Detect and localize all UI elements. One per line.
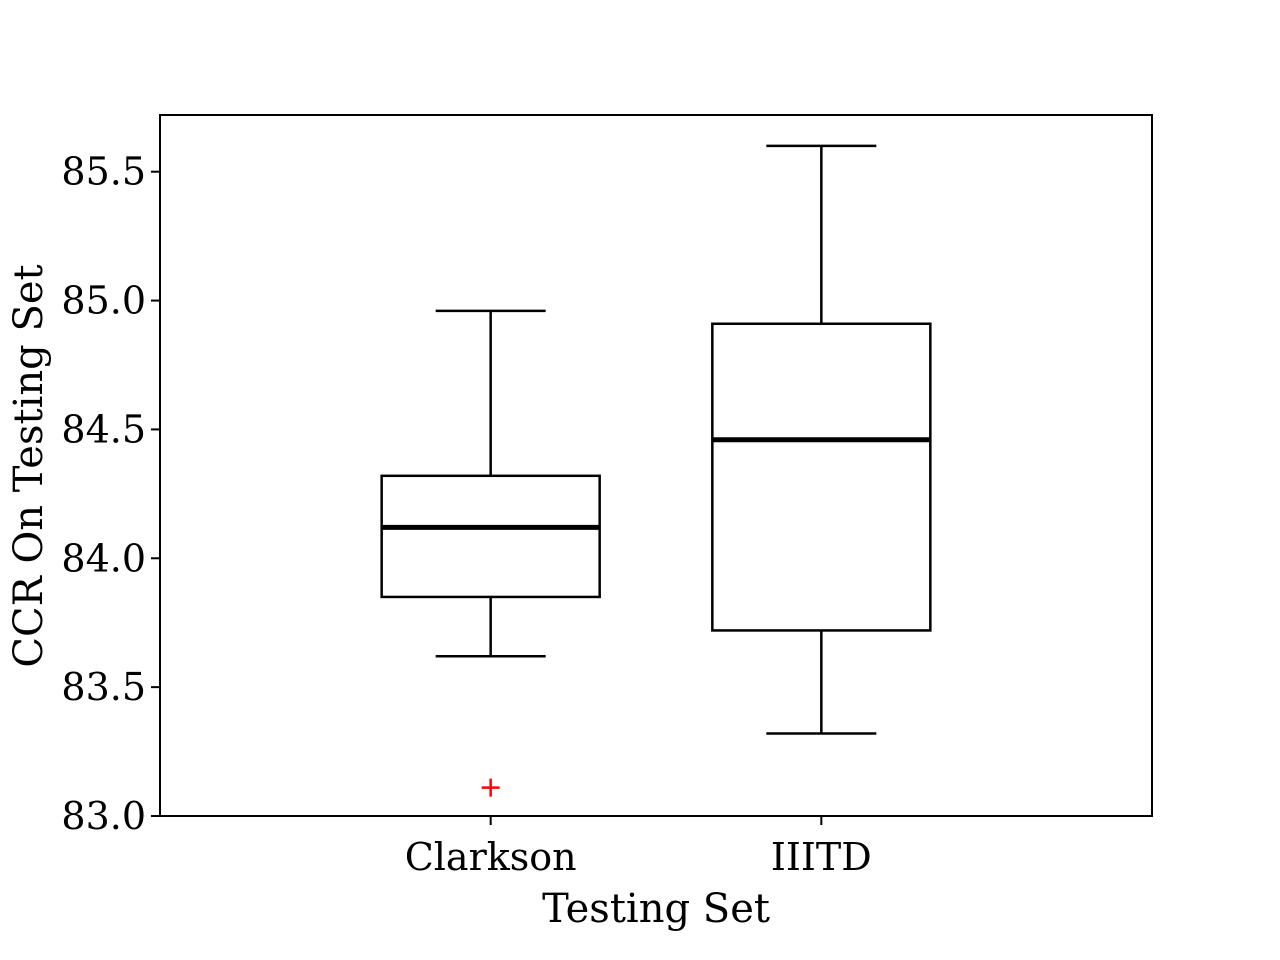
y-tick-label-2: 84.0	[61, 536, 146, 580]
y-tick-label-1: 83.5	[61, 665, 146, 709]
y-tick-label-0: 83.0	[61, 794, 146, 838]
plot-frame	[159, 114, 1153, 817]
x-axis-label: Testing Set	[542, 886, 770, 932]
x-tick-label-0: Clarkson	[405, 835, 577, 879]
y-tick-label-5: 85.5	[61, 150, 146, 194]
box-iiitd	[711, 322, 932, 632]
y-axis-label: CCR On Testing Set	[6, 264, 52, 667]
x-tick-label-1: IIITD	[771, 835, 872, 879]
y-tick-label-4: 85.0	[61, 279, 146, 323]
y-tick-label-3: 84.5	[61, 407, 146, 451]
box-clarkson	[380, 474, 601, 599]
outlier-clarkson-0	[481, 778, 500, 797]
plot-layer: 83.0 83.5 84.0 84.5 85.0 85.5 Clarkson IIITD	[61, 144, 932, 879]
